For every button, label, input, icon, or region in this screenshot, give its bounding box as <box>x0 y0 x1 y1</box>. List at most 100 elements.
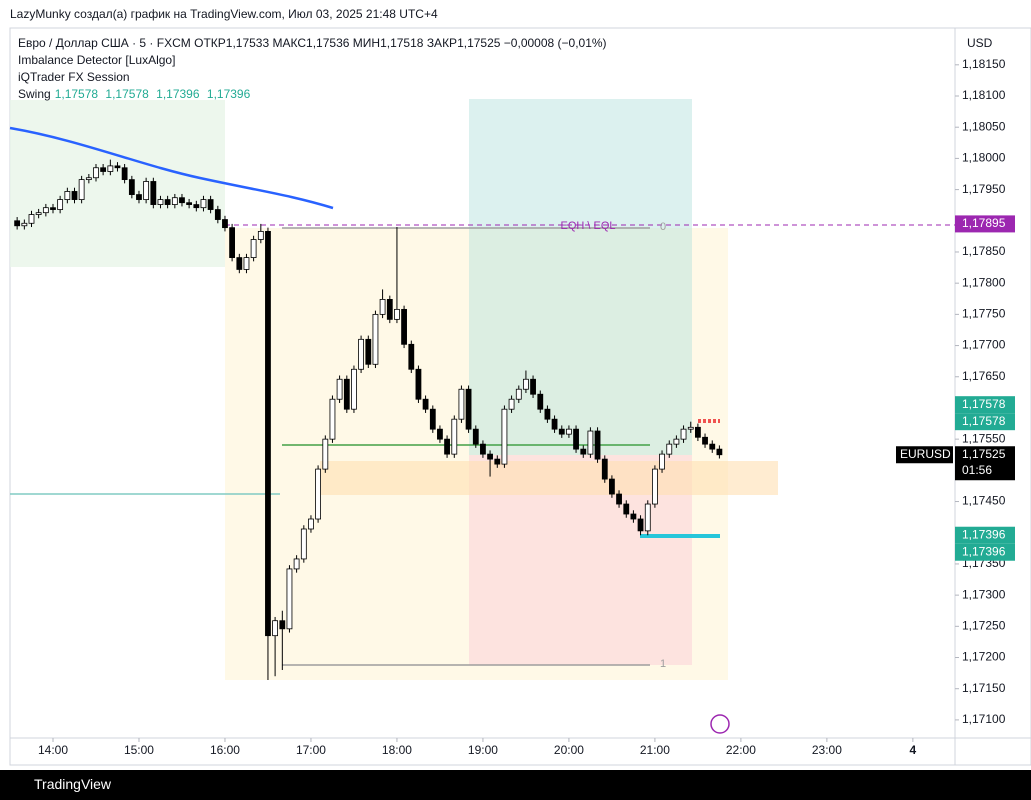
candle-body <box>236 257 243 270</box>
last-price-tag <box>955 446 1015 481</box>
candle-body <box>179 197 185 204</box>
candle-body <box>551 418 558 430</box>
swing-value: 1,17396 <box>206 87 251 101</box>
candle-body <box>372 313 379 365</box>
candle-body <box>243 257 250 270</box>
candle-body <box>587 430 594 455</box>
candle-body <box>508 398 515 410</box>
change: −0,00008 (−0,01%) <box>503 36 607 50</box>
ohlc-label: ЗАКР <box>426 36 458 50</box>
candle-body <box>308 518 314 530</box>
candle-body <box>250 239 257 258</box>
candle-body <box>379 298 386 315</box>
candle-body <box>694 426 701 438</box>
y-tick-label: 1,17550 <box>962 431 1006 445</box>
swing-value: 1,17396 <box>156 87 200 101</box>
candle-body <box>286 568 293 630</box>
ohlc-value: 1,17536 <box>306 36 350 50</box>
candle-body <box>623 503 630 515</box>
price-tag <box>955 215 1015 233</box>
candle-body <box>114 165 121 169</box>
y-tick-label: 1,17800 <box>962 275 1006 289</box>
candle-body <box>78 179 85 200</box>
candle-body <box>42 207 49 214</box>
price-tag <box>955 413 1015 431</box>
candle-body <box>71 191 78 200</box>
x-tick-label: 14:00 <box>38 743 68 757</box>
y-tick-label: 1,17450 <box>962 494 1006 508</box>
candle-body <box>57 199 64 210</box>
swing-legend: Swing 1,17578 1,17578 1,17396 1,17396 <box>18 87 250 101</box>
countdown: 01:56 <box>962 463 992 477</box>
candle-body <box>386 298 393 320</box>
ohlc-label: МАКС <box>272 36 307 50</box>
candle-body <box>207 199 214 210</box>
candle-body <box>272 620 278 637</box>
last-price-label: 1,17525 <box>962 447 1006 461</box>
indicator: Imbalance Detector [LuxAlgo] <box>18 53 176 67</box>
moving-average <box>9 126 334 210</box>
candle-body <box>171 197 178 205</box>
candle-body <box>515 388 522 400</box>
target-zone <box>469 99 692 455</box>
price-tag <box>955 526 1015 544</box>
imbalance-zone <box>320 461 778 495</box>
session-box <box>225 228 728 680</box>
candle-body <box>666 443 673 455</box>
y-tick-label: 1,17850 <box>962 244 1006 258</box>
candle-body <box>143 181 150 200</box>
candle-body <box>609 478 615 495</box>
candle-body <box>351 368 357 410</box>
candle-body <box>315 468 321 520</box>
y-tick-label: 1,17300 <box>962 587 1006 601</box>
annotation: 1 <box>660 658 666 670</box>
y-tick-label: 1,18050 <box>962 119 1006 133</box>
candle-body <box>365 338 372 365</box>
candle-body <box>28 214 35 224</box>
candle-body <box>50 207 56 210</box>
candle-body <box>566 428 572 435</box>
swing-value: 1,17578 <box>54 87 99 101</box>
y-tick-label: 1,17250 <box>962 618 1006 632</box>
y-tick-label: 1,18100 <box>962 88 1006 102</box>
candle-body <box>429 408 436 430</box>
candle-body <box>709 443 716 450</box>
candle-body <box>214 209 221 220</box>
candle-body <box>408 343 415 370</box>
candle-body <box>537 393 544 410</box>
candle-body <box>594 430 601 460</box>
candle-body <box>136 194 142 200</box>
ohlc-label: МИН <box>352 36 381 50</box>
candle-body <box>93 167 99 179</box>
candle-body <box>687 426 694 430</box>
candle-body <box>35 212 42 215</box>
candle-body <box>107 165 114 172</box>
price-tag-label: 1,17396 <box>962 527 1006 541</box>
candle-body <box>279 620 286 630</box>
candle-body <box>415 368 422 400</box>
x-tick-label: 18:00 <box>382 743 412 757</box>
candle-body <box>465 388 472 430</box>
price-tag-label: 1,17396 <box>962 544 1006 558</box>
ohlc-value: 1,17533 <box>225 36 270 50</box>
candle-body <box>358 338 364 370</box>
candle-body <box>644 503 651 532</box>
y-tick-label: 1,18000 <box>962 151 1006 165</box>
x-tick-label: 15:00 <box>124 743 154 757</box>
candle-body <box>659 453 665 470</box>
candle-body <box>472 428 479 445</box>
candle-body <box>300 528 307 560</box>
candle-body <box>444 438 450 455</box>
icon <box>710 714 730 734</box>
price-tag-label: 1,17578 <box>962 414 1006 428</box>
candle-body <box>121 167 128 181</box>
candle-body <box>630 513 637 520</box>
candle-body <box>616 493 622 505</box>
candle-body <box>487 453 493 460</box>
y-tick-label: 1,17100 <box>962 712 1006 726</box>
candle-body <box>293 558 300 570</box>
candle-body <box>157 199 164 205</box>
x-tick-label: 22:00 <box>726 743 756 757</box>
candle-body <box>257 230 264 240</box>
swing-name: Swing <box>18 87 51 101</box>
